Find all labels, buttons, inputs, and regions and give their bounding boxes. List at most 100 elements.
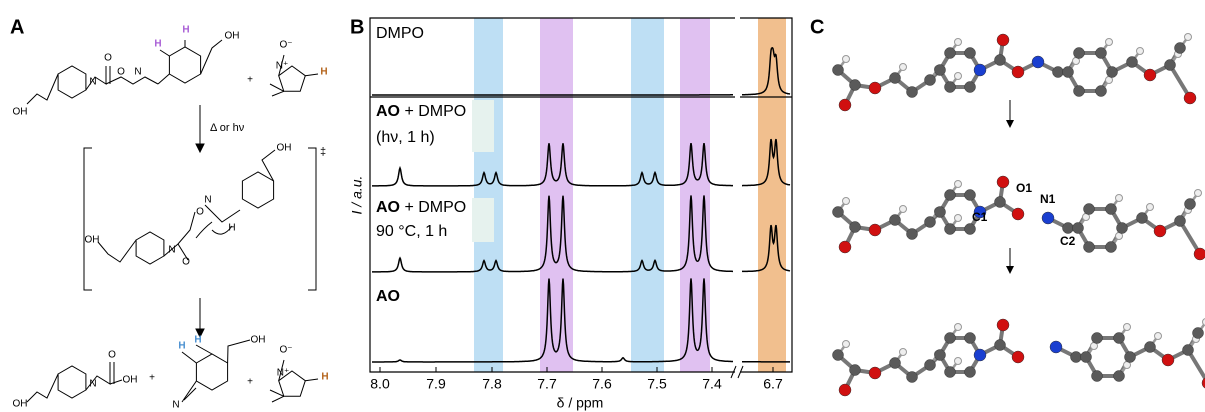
atom <box>994 339 1006 351</box>
x-tick-label: 8.0 <box>370 376 390 392</box>
atom <box>996 318 1010 332</box>
atom-label: C1 <box>972 210 988 224</box>
hydrogen <box>842 340 850 348</box>
arrow-head <box>1006 266 1014 274</box>
trace-label-bold: AO <box>376 103 400 120</box>
atom <box>973 63 987 77</box>
x-tick-label: 7.8 <box>482 376 502 392</box>
highlight-band <box>631 18 664 372</box>
atom-label: OH <box>123 375 138 386</box>
atom <box>1011 350 1025 364</box>
x-tick-label: 7.7 <box>537 376 557 392</box>
bond <box>159 49 170 57</box>
hydrogen <box>1123 323 1131 331</box>
hydrogen <box>1146 203 1154 211</box>
x-tick-label: 7.6 <box>592 376 612 392</box>
trace-label: DMPO <box>376 25 424 42</box>
bond <box>157 73 170 85</box>
bond <box>1178 219 1202 256</box>
atom <box>1161 353 1175 367</box>
atom <box>1083 203 1095 215</box>
electron-arrow <box>195 221 213 239</box>
atom <box>1080 351 1092 363</box>
bond <box>1168 63 1192 100</box>
bond <box>227 339 251 364</box>
atom-label: N <box>89 379 96 390</box>
atom <box>1126 56 1138 68</box>
spectrum <box>742 138 791 187</box>
bond <box>271 90 284 97</box>
trace-label-line2: 90 °C, 1 h <box>376 223 447 240</box>
atom <box>1073 85 1085 97</box>
hydrogen <box>954 72 962 80</box>
atom-label: OH <box>251 335 266 346</box>
bond <box>261 149 276 182</box>
hydrogen <box>1202 318 1205 326</box>
bond <box>105 76 159 85</box>
atom-label: N⁺ <box>276 61 289 72</box>
hydrogen <box>1194 189 1202 197</box>
atom-label: O1 <box>1016 181 1032 195</box>
atom <box>944 189 956 201</box>
atom <box>973 205 987 219</box>
atom <box>1073 47 1085 59</box>
panel-label: B <box>350 16 364 38</box>
trace-label-line2: (hν, 1 h) <box>376 129 435 146</box>
trace-label-bold: AO <box>376 199 400 216</box>
atom <box>1192 327 1204 339</box>
atom <box>1095 47 1107 59</box>
atom-label: N⁺ <box>277 368 290 379</box>
atom <box>1062 66 1074 78</box>
bond <box>195 344 213 355</box>
atom <box>1174 42 1186 54</box>
bond <box>135 231 165 265</box>
atom <box>944 81 956 93</box>
atom <box>1070 351 1082 363</box>
atom <box>1143 68 1157 82</box>
atom <box>996 33 1010 47</box>
hydrogen <box>842 55 850 63</box>
atom-label: O⁻ <box>279 40 292 51</box>
atom-label: N <box>204 195 211 206</box>
x-tick-label: 7.9 <box>426 376 446 392</box>
bond <box>168 46 202 84</box>
atom <box>924 74 936 86</box>
atom-label: N <box>172 400 179 411</box>
atom <box>838 240 852 254</box>
bond <box>278 359 285 381</box>
trace-label-bold: AO <box>376 288 400 305</box>
atom <box>868 223 882 237</box>
bond <box>177 243 189 261</box>
bond <box>26 373 59 403</box>
panel-c: C O1 N1 C1 C2 <box>810 16 1205 397</box>
atom-label: H <box>182 25 189 36</box>
hydrogen <box>1184 33 1192 41</box>
spectrum <box>372 278 733 363</box>
atom-label: + <box>247 377 253 388</box>
atom <box>944 366 956 378</box>
atom-label: H <box>178 341 185 352</box>
bond <box>305 73 319 77</box>
spectrum <box>372 195 733 273</box>
highlight-band <box>758 18 786 372</box>
hydrogen <box>954 357 962 365</box>
atom <box>964 189 976 201</box>
atom <box>1091 332 1103 344</box>
atom-label: + <box>247 75 253 86</box>
atom <box>1062 222 1074 234</box>
atom <box>1144 341 1156 353</box>
atom <box>849 364 861 376</box>
bond <box>183 387 197 401</box>
bond <box>57 365 87 399</box>
atom-label: H <box>320 67 327 78</box>
atom-label: OH <box>13 107 28 118</box>
atom <box>944 223 956 235</box>
arrow-head <box>1006 120 1014 128</box>
x-axis-label: δ / ppm <box>557 395 604 411</box>
bond <box>97 239 137 263</box>
hydrogen <box>1136 47 1144 55</box>
atom <box>964 366 976 378</box>
trace-label-text: + DMPO <box>400 103 466 120</box>
hydrogen <box>842 197 850 205</box>
bond <box>204 204 241 223</box>
